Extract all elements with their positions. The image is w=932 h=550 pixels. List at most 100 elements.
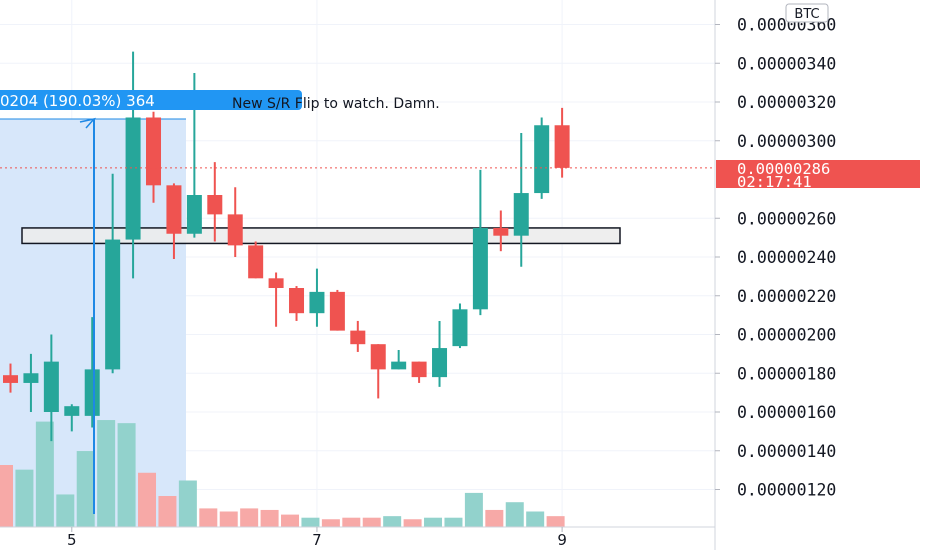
annotation-text[interactable]: New S/R Flip to watch. Damn.: [232, 96, 440, 112]
candle-body[interactable]: [146, 117, 162, 186]
candle-up[interactable]: [64, 404, 80, 432]
volume-bar: [199, 508, 218, 527]
candle-down[interactable]: [146, 111, 162, 203]
candle-body[interactable]: [3, 375, 18, 383]
candle-down[interactable]: [207, 162, 223, 242]
candle-up[interactable]: [84, 317, 100, 428]
volume-bar: [424, 517, 443, 527]
candle-up[interactable]: [472, 169, 488, 316]
candle-body[interactable]: [309, 291, 325, 314]
candle-up[interactable]: [23, 353, 39, 412]
candle-body[interactable]: [289, 288, 305, 314]
candle-down[interactable]: [3, 363, 18, 393]
candle-down[interactable]: [411, 361, 427, 383]
candle-body[interactable]: [472, 227, 488, 310]
candle-body[interactable]: [493, 227, 509, 236]
candle-body[interactable]: [411, 361, 427, 378]
candle-body[interactable]: [64, 406, 80, 416]
candle-down[interactable]: [554, 107, 570, 178]
measure-vertical-line: [79, 117, 97, 514]
current-price-value: 0.00000286: [737, 160, 830, 178]
candle-down[interactable]: [289, 286, 305, 321]
candle-up[interactable]: [534, 117, 550, 199]
volume-bar: [138, 472, 157, 527]
volume-bar: [321, 519, 340, 527]
volume-bar: [362, 517, 381, 527]
candle-body[interactable]: [248, 245, 264, 279]
candle-body[interactable]: [125, 117, 141, 240]
candle-down[interactable]: [227, 187, 243, 257]
candle-body[interactable]: [105, 239, 121, 370]
price-tick-label: 0.00000120: [737, 481, 836, 500]
candle-body[interactable]: [554, 125, 570, 168]
candles[interactable]: [3, 51, 570, 442]
volume-bar: [158, 496, 177, 527]
measure-arrow: [79, 117, 97, 129]
volume-bar: [546, 516, 565, 527]
candle-up[interactable]: [432, 320, 448, 387]
price-tick-label: 0.00000240: [737, 248, 836, 267]
candle-body[interactable]: [207, 195, 223, 215]
candle-body[interactable]: [186, 195, 202, 234]
volume-bar: [444, 517, 463, 527]
current-price-label-bg: [716, 160, 920, 188]
volume-bar: [0, 465, 13, 527]
candle-down[interactable]: [370, 344, 386, 399]
price-tick-label: 0.00000320: [737, 93, 836, 112]
candle-down[interactable]: [248, 241, 264, 279]
time-axis[interactable]: 5 7 9: [0, 526, 715, 549]
volume-bar: [76, 451, 95, 527]
countdown-timer: 02:17:41: [737, 173, 812, 191]
candle-up[interactable]: [513, 133, 529, 267]
measure-label-text: 0204 (190.03%) 364: [0, 92, 155, 110]
candle-down[interactable]: [493, 210, 509, 252]
candle-up[interactable]: [105, 173, 121, 374]
candle-body[interactable]: [84, 369, 100, 416]
price-tick-label: 0.00000220: [737, 287, 836, 306]
volume-bars: [0, 420, 565, 527]
current-price-label: 0.00000286 02:17:41: [716, 160, 920, 191]
price-tick-label: 0.00000160: [737, 403, 836, 422]
volume-bar: [281, 514, 300, 527]
candle-body[interactable]: [513, 193, 529, 236]
volume-bar: [117, 423, 136, 527]
candle-up[interactable]: [452, 303, 468, 349]
candle-down[interactable]: [329, 289, 345, 331]
candle-body[interactable]: [391, 361, 407, 370]
candle-up[interactable]: [43, 334, 59, 442]
candle-body[interactable]: [329, 291, 345, 331]
price-tick-label: 0.00000180: [737, 364, 836, 383]
candle-body[interactable]: [370, 344, 386, 370]
candle-up[interactable]: [125, 51, 141, 279]
currency-badge[interactable]: BTC: [785, 3, 829, 23]
candle-body[interactable]: [452, 309, 468, 347]
candle-body[interactable]: [432, 348, 448, 378]
candle-body[interactable]: [43, 361, 59, 412]
volume-bar: [178, 480, 197, 527]
candle-body[interactable]: [268, 278, 284, 288]
price-tick-label: 0.00000300: [737, 132, 836, 151]
volume-bar: [301, 517, 320, 527]
candle-down[interactable]: [166, 183, 182, 259]
candle-down[interactable]: [268, 272, 284, 327]
measure-label[interactable]: 0204 (190.03%) 364: [0, 90, 302, 110]
currency-badge-bg: [785, 3, 829, 23]
time-tick-label: 7: [312, 531, 322, 549]
volume-bar: [260, 509, 279, 527]
candle-body[interactable]: [23, 373, 39, 383]
candle-down[interactable]: [350, 320, 366, 352]
candle-body[interactable]: [350, 330, 366, 345]
candle-body[interactable]: [534, 125, 550, 194]
candle-up[interactable]: [309, 268, 325, 327]
price-tick-label: 0.00000140: [737, 442, 836, 461]
candle-body[interactable]: [166, 185, 182, 234]
volume-bar: [403, 519, 422, 527]
candle-up[interactable]: [391, 350, 407, 370]
time-tick-label: 5: [67, 531, 77, 549]
currency-label: BTC: [794, 7, 819, 22]
price-axis[interactable]: 0.000003600.000003400.000003200.00000300…: [714, 0, 836, 550]
volume-bar: [342, 517, 361, 527]
candle-body[interactable]: [227, 214, 243, 246]
volume-bar: [97, 420, 116, 527]
